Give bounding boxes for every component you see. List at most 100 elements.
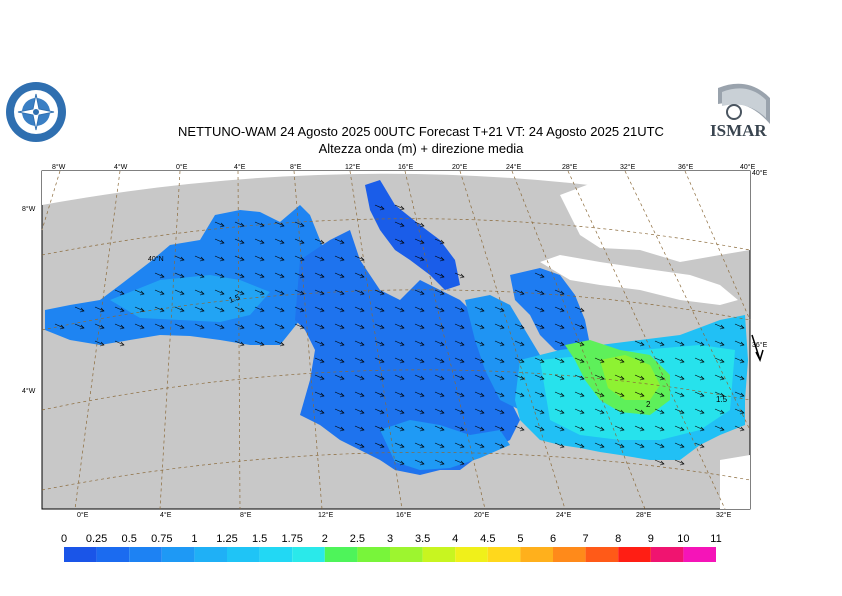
direction-arrow [214,238,225,245]
direction-arrow [454,340,465,347]
direction-arrow [694,357,705,364]
direction-arrow [134,306,145,313]
direction-arrow [434,442,445,449]
top-lon-label: 36°E [678,163,694,171]
direction-arrow [674,340,685,347]
direction-arrow [474,391,485,398]
colorbar-swatch [390,547,423,562]
direction-arrow [154,289,165,296]
inner-lat-label: 40°N [148,255,164,263]
direction-arrow [414,238,425,245]
map-title: NETTUNO-WAM 24 Agosto 2025 00UTC Forecas… [178,124,664,139]
bottom-longitude-labels: 0°E 4°E 8°E 12°E 16°E 20°E 24°E 28°E 32°E [77,511,732,519]
direction-arrow [434,374,445,381]
direction-arrow [254,255,265,262]
top-lon-label: 20°E [452,163,468,171]
direction-arrow [414,408,425,415]
direction-arrow [374,374,385,381]
direction-arrow [514,323,525,330]
direction-arrow [554,289,565,296]
direction-arrow [514,425,525,432]
direction-arrow [434,391,445,398]
top-lon-label: 32°E [620,163,636,171]
direction-arrow [554,425,565,432]
direction-arrow [674,459,685,466]
bottom-lon-label: 8°E [240,511,252,519]
direction-arrow [554,323,565,330]
direction-arrow [454,306,465,313]
direction-arrow [234,272,245,279]
direction-arrow [614,425,625,432]
colorbar-swatch [650,547,684,562]
direction-arrow [434,272,445,279]
colorbar-swatch [422,547,456,562]
direction-arrow [314,272,325,279]
direction-arrow [354,425,365,432]
direction-arrow [314,255,325,262]
direction-arrow [334,374,345,381]
colorbar-swatch [553,547,586,562]
direction-arrow [314,408,325,415]
direction-arrow [174,289,185,296]
direction-arrow [614,391,625,398]
direction-arrow [334,425,345,432]
top-lon-label: 16°E [398,163,414,171]
direction-arrow [474,306,485,313]
colorbar-label: 1 [191,533,198,545]
direction-arrow [414,221,425,228]
colorbar-label: 0.75 [151,533,173,545]
direction-arrow [234,255,245,262]
direction-arrow [234,306,245,313]
direction-arrow [414,289,425,296]
direction-arrow [374,306,385,313]
direction-arrow [134,323,145,330]
colorbar-label: 2 [321,533,328,545]
direction-arrow [654,340,665,347]
direction-arrow [174,323,185,330]
sea-west [45,205,340,345]
direction-arrow [474,408,485,415]
colorbar-swatch [683,547,716,562]
land-east-white [720,455,750,509]
colorbar-swatch [618,547,651,562]
direction-arrow [654,425,665,432]
colorbar-label: 4 [452,533,459,545]
direction-arrow [354,391,365,398]
direction-arrow [394,442,405,449]
direction-arrow [694,425,705,432]
sea-east-yellowgreen [600,355,660,400]
direction-arrow [414,459,425,466]
direction-arrow [274,340,285,347]
colorbar-swatch [259,547,293,562]
direction-arrow [674,408,685,415]
direction-arrow [414,323,425,330]
direction-arrow [334,391,345,398]
direction-arrow [414,391,425,398]
direction-arrow [74,306,85,313]
direction-arrow [294,272,305,279]
direction-arrow [214,221,225,228]
direction-arrow [674,391,685,398]
direction-arrow [734,357,745,364]
direction-arrow [614,442,625,449]
direction-arrow [674,425,685,432]
top-lon-label: 12°E [345,163,361,171]
direction-arrow [594,442,605,449]
direction-arrow [214,306,225,313]
top-lon-label: 0°E [176,163,188,171]
direction-arrow [534,408,545,415]
direction-arrow [114,306,125,313]
direction-arrow [194,289,205,296]
colorbar-label: 5 [517,533,524,545]
direction-arrow [674,374,685,381]
direction-arrow [434,289,445,296]
direction-arrow [634,340,645,347]
direction-arrow [174,306,185,313]
direction-arrow [414,425,425,432]
direction-arrow [474,340,485,347]
direction-arrow [334,323,345,330]
direction-arrow [534,391,545,398]
direction-arrow [254,238,265,245]
direction-arrow [294,221,305,228]
direction-arrow [214,255,225,262]
